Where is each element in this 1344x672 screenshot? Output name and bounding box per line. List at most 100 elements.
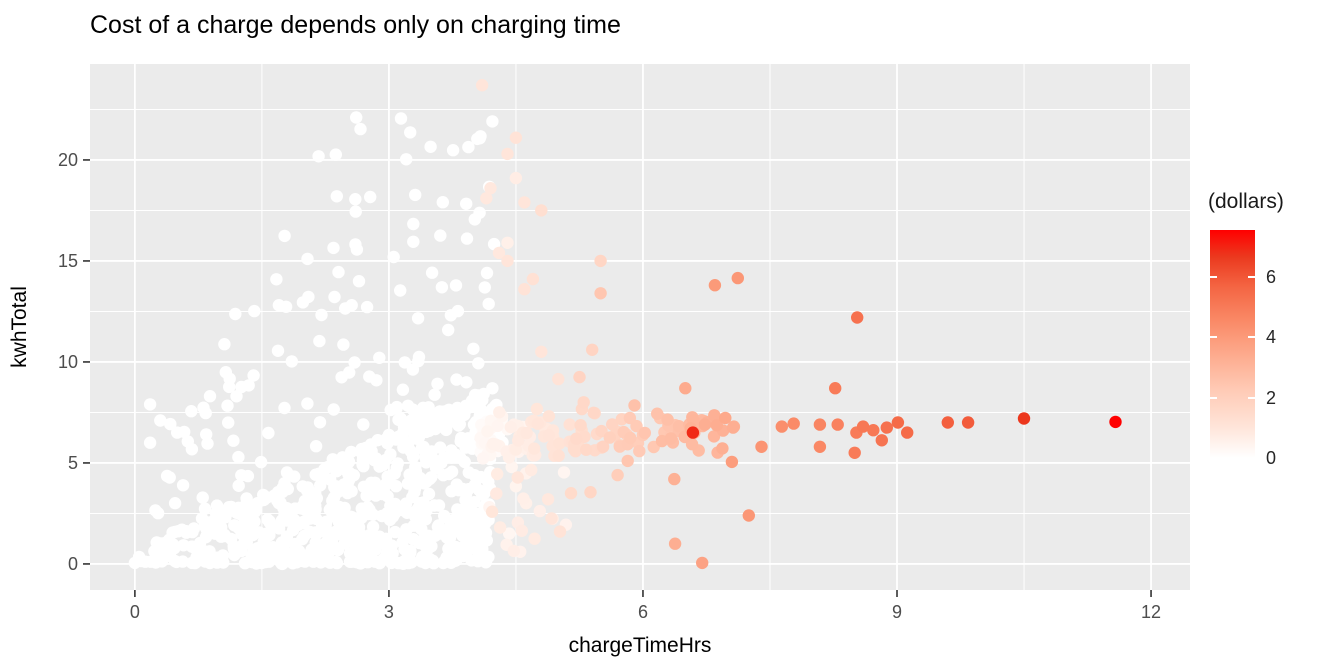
data-point bbox=[545, 512, 558, 525]
data-point bbox=[406, 363, 420, 376]
data-point bbox=[404, 546, 417, 559]
data-point bbox=[297, 517, 310, 530]
data-point bbox=[425, 450, 438, 463]
data-point bbox=[176, 555, 189, 568]
data-point bbox=[313, 416, 327, 429]
data-point bbox=[630, 419, 643, 433]
y-axis-title: kwhTotal bbox=[8, 286, 31, 368]
data-point bbox=[411, 312, 425, 325]
data-point bbox=[509, 171, 523, 185]
data-point bbox=[742, 509, 755, 522]
data-point bbox=[365, 445, 378, 458]
data-point bbox=[394, 112, 408, 125]
data-point bbox=[432, 406, 445, 419]
data-point bbox=[171, 426, 184, 439]
data-point bbox=[708, 409, 721, 422]
data-point bbox=[398, 356, 411, 369]
data-point bbox=[831, 418, 844, 431]
data-point bbox=[493, 406, 506, 419]
data-point bbox=[460, 376, 473, 389]
data-point bbox=[1017, 412, 1031, 425]
data-point bbox=[511, 471, 524, 484]
data-point bbox=[446, 144, 460, 157]
data-point bbox=[851, 311, 864, 324]
data-point bbox=[961, 416, 975, 429]
legend-tick-mark bbox=[1210, 276, 1217, 279]
data-point bbox=[301, 481, 314, 494]
data-point bbox=[586, 343, 599, 356]
data-point bbox=[526, 272, 540, 286]
data-point bbox=[875, 434, 888, 447]
data-point bbox=[312, 150, 325, 163]
data-point bbox=[459, 487, 473, 501]
data-point bbox=[354, 122, 367, 136]
data-point bbox=[440, 551, 453, 564]
data-point bbox=[435, 456, 448, 470]
data-point bbox=[219, 366, 232, 379]
y-tick-label: 5 bbox=[68, 453, 78, 473]
data-point bbox=[454, 451, 467, 464]
data-point bbox=[369, 489, 382, 502]
data-point bbox=[440, 423, 453, 437]
data-point bbox=[270, 273, 283, 286]
data-point bbox=[467, 342, 480, 355]
legend-tick-mark bbox=[1248, 396, 1255, 399]
data-point bbox=[580, 443, 593, 456]
data-point bbox=[335, 371, 348, 384]
chart-title: Cost of a charge depends only on chargin… bbox=[90, 11, 621, 39]
data-point bbox=[229, 307, 242, 321]
data-point bbox=[301, 252, 314, 266]
data-point bbox=[349, 205, 362, 218]
data-point bbox=[462, 466, 475, 479]
data-point bbox=[271, 344, 285, 357]
data-point bbox=[392, 556, 405, 570]
data-point bbox=[230, 390, 243, 403]
data-point bbox=[428, 388, 441, 401]
data-point bbox=[492, 246, 506, 260]
data-point bbox=[306, 505, 319, 519]
data-point bbox=[587, 406, 600, 419]
data-point bbox=[247, 555, 260, 568]
data-point bbox=[240, 492, 253, 505]
data-point bbox=[349, 193, 362, 206]
data-point bbox=[891, 416, 905, 429]
legend-title: (dollars) bbox=[1208, 190, 1284, 213]
data-point bbox=[450, 373, 463, 386]
data-point bbox=[710, 419, 723, 432]
data-point bbox=[279, 514, 293, 527]
data-point bbox=[518, 196, 531, 209]
data-point bbox=[163, 471, 176, 484]
data-point bbox=[577, 396, 590, 409]
data-point bbox=[596, 440, 610, 453]
data-point bbox=[484, 182, 497, 195]
data-point bbox=[503, 527, 516, 540]
data-point bbox=[672, 420, 686, 433]
legend-tick-label: 2 bbox=[1266, 387, 1277, 408]
data-point bbox=[425, 266, 439, 279]
data-point bbox=[409, 465, 423, 478]
y-tick-label: 20 bbox=[58, 150, 78, 170]
data-point bbox=[867, 424, 880, 437]
data-point bbox=[303, 525, 317, 539]
data-point bbox=[725, 455, 739, 469]
data-point bbox=[530, 402, 544, 416]
data-point bbox=[453, 546, 467, 560]
data-point bbox=[323, 556, 337, 569]
data-point bbox=[357, 480, 371, 493]
data-point bbox=[941, 416, 954, 429]
data-point bbox=[221, 399, 234, 412]
data-point bbox=[679, 382, 692, 395]
data-point bbox=[373, 351, 386, 364]
data-point bbox=[185, 405, 198, 418]
data-point bbox=[570, 432, 583, 445]
data-point bbox=[154, 414, 167, 427]
data-point bbox=[246, 528, 260, 542]
data-point bbox=[200, 529, 213, 542]
legend-tick-mark bbox=[1210, 336, 1217, 339]
data-point bbox=[726, 421, 740, 434]
data-point bbox=[406, 450, 420, 464]
data-point bbox=[449, 279, 463, 292]
data-point bbox=[415, 555, 428, 568]
